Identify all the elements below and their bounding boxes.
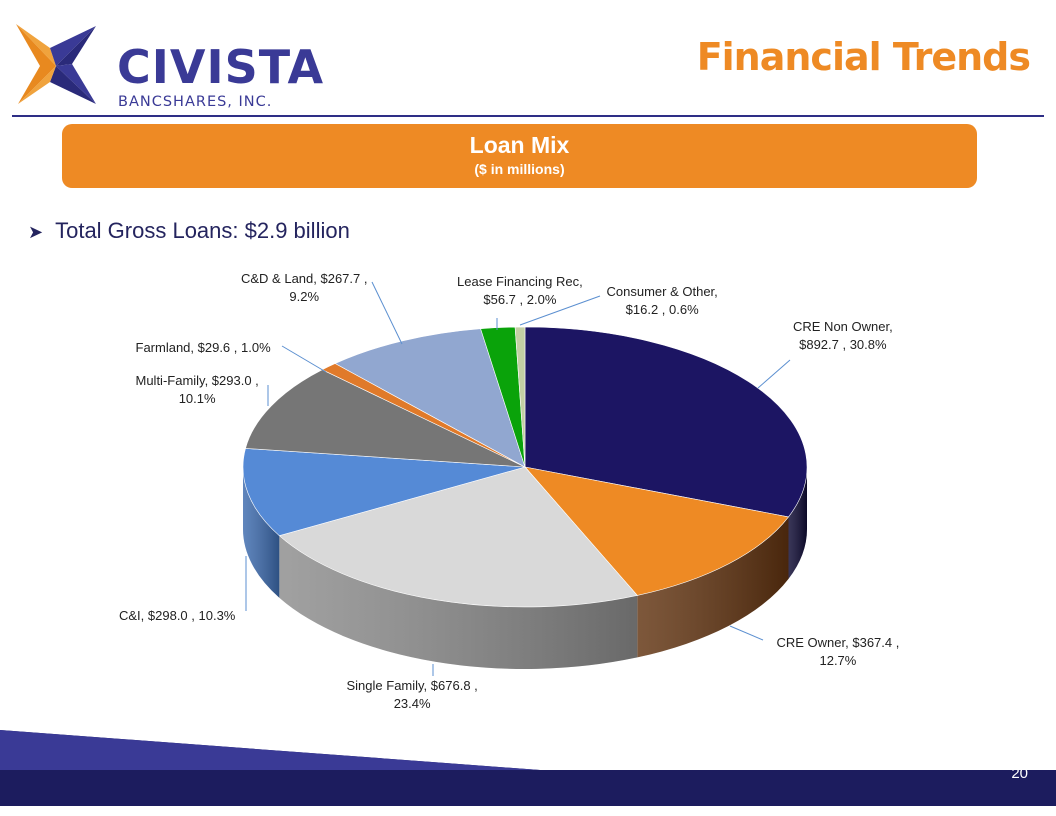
pie-slice-consumer-and-other: [514, 326, 526, 468]
data-label-line1: CRE Owner, $367.4 ,: [776, 635, 900, 650]
pie-side-shade-cre-non-owner: [788, 467, 808, 579]
leader-line-cre-owner: [729, 625, 764, 641]
pie-side-shade-candi: [243, 467, 280, 598]
data-label-line2: $16.2 , 0.6%: [625, 302, 699, 318]
data-label-cre-non-owner: CRE Non Owner, $892.7 , 30.8%: [793, 318, 893, 354]
leader-line-cre-non-owner: [757, 359, 791, 389]
data-label-farmland: Farmland, $29.6 , 1.0%: [136, 339, 271, 357]
pie-slice-candi: [242, 448, 526, 537]
footer-band: [0, 730, 1056, 806]
data-label-line2: 12.7%: [819, 653, 857, 669]
leader-line-consumer-and-other: [519, 295, 601, 326]
data-label-line1: Multi-Family, $293.0 ,: [135, 373, 259, 388]
data-label-cre-owner: CRE Owner, $367.4 , 12.7%: [777, 634, 900, 670]
data-label-consumer-and-other: Consumer & Other, $16.2 , 0.6%: [607, 283, 718, 319]
data-label-line2: $892.7 , 30.8%: [799, 337, 887, 353]
data-label-line1: C&I, $298.0 , 10.3%: [119, 608, 236, 623]
data-label-multi-family: Multi-Family, $293.0 , 10.1%: [136, 372, 259, 408]
pie-slice-candd-and-land: [334, 328, 526, 468]
pie-slice-cre-owner: [524, 466, 790, 596]
data-label-line2: 23.4%: [393, 696, 431, 712]
data-label-candd-and-land: C&D & Land, $267.7 , 9.2%: [241, 270, 367, 306]
data-label-line1: Lease Financing Rec,: [457, 274, 583, 289]
data-label-line2: 9.2%: [289, 289, 320, 305]
pie-side-shade-cre-owner: [637, 516, 789, 658]
data-label-line2: $56.7 , 2.0%: [483, 292, 557, 308]
leader-line-farmland: [281, 345, 327, 373]
total-loans-text: Total Gross Loans: $2.9 billion: [55, 218, 350, 243]
header-divider: [12, 115, 1044, 117]
arrow-bullet-icon: ➤: [28, 222, 44, 242]
logo-subtitle: BANCSHARES, INC.: [118, 94, 273, 110]
data-label-line1: CRE Non Owner,: [793, 319, 893, 334]
data-label-line2: 10.1%: [178, 391, 216, 407]
logo-wordmark: CIVISTA: [117, 40, 325, 94]
civista-logo: CIVISTA BANCSHARES, INC.: [10, 20, 323, 110]
page-title: Financial Trends: [696, 35, 1031, 79]
data-label-single-family: Single Family, $676.8 , 23.4%: [347, 677, 478, 713]
data-label-line1: Farmland, $29.6 , 1.0%: [135, 340, 271, 355]
data-label-candi: C&I, $298.0 , 10.3%: [119, 607, 235, 625]
pie-slice-multi-family: [245, 369, 526, 468]
total-loans-summary: ➤ Total Gross Loans: $2.9 billion: [28, 218, 350, 244]
section-banner: Loan Mix ($ in millions): [62, 124, 977, 188]
pie-slice-single-family: [278, 466, 638, 608]
page-number: 20: [1011, 765, 1028, 782]
data-label-line1: Single Family, $676.8 ,: [346, 678, 478, 693]
leader-line-candd-and-land: [371, 281, 403, 345]
data-label-line1: C&D & Land, $267.7 ,: [241, 271, 368, 286]
pie-slice-cre-non-owner: [524, 326, 808, 518]
banner-subtitle: ($ in millions): [474, 161, 565, 178]
pie-side-shade-single-family: [279, 535, 638, 669]
data-label-line1: Consumer & Other,: [606, 284, 718, 299]
banner-title: Loan Mix: [469, 132, 570, 158]
civista-star-icon: [16, 24, 96, 104]
data-label-lease-financing-rec: Lease Financing Rec, $56.7 , 2.0%: [457, 273, 583, 309]
